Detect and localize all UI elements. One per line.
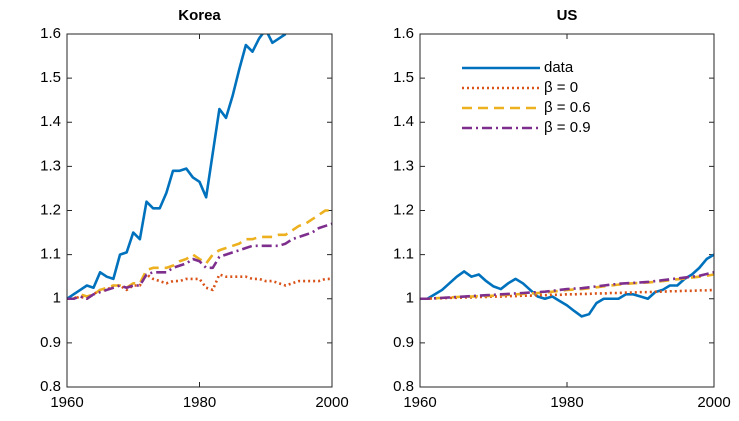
y-tick-label: 1.6 [40, 25, 61, 42]
y-tick-label: 1 [53, 290, 61, 307]
series-line [67, 209, 332, 301]
y-tick-label: 1.1 [40, 246, 61, 263]
plot-area [67, 34, 332, 387]
x-tick-label: 2000 [697, 394, 730, 411]
x-tick-label: 1980 [550, 394, 583, 411]
axes-box [419, 33, 715, 388]
legend-label: data [544, 59, 574, 76]
y-tick-label: 0.9 [40, 334, 61, 351]
series-line [420, 288, 714, 301]
panel: Korea 0.8 0.9 1 1.1 1.2 1.3 1.4 1.5 1.6 1960 1980 20… [40, 7, 349, 411]
series-line [67, 34, 287, 300]
legend-label: β = 0.9 [544, 119, 591, 136]
y-tick-label: 1.1 [393, 246, 414, 263]
y-tick-label: 1.6 [393, 25, 414, 42]
series-line [420, 271, 714, 301]
y-tick-label: 1.4 [40, 113, 61, 130]
y-tick-label: 0.9 [393, 334, 414, 351]
y-tick-label: 1.3 [393, 157, 414, 174]
y-tick-label: 1.5 [393, 69, 414, 86]
lines [420, 253, 714, 318]
legend-label: β = 0.6 [544, 99, 591, 116]
chart-title: US [557, 7, 578, 24]
panel: US 0.8 0.9 1 1.1 1.2 1.3 1.4 1.5 1.6 1960 1980 2000 d… [393, 7, 731, 411]
series-line [420, 253, 714, 318]
y-tick-label: 1.2 [393, 201, 414, 218]
y-tick-label: 1.3 [40, 157, 61, 174]
axes-box [66, 33, 333, 388]
lines [67, 34, 332, 301]
x-tick-label: 1960 [50, 394, 83, 411]
x-tick-label: 1980 [183, 394, 216, 411]
plot-area [420, 34, 714, 387]
chart-title: Korea [178, 7, 221, 24]
y-tick-label: 1.2 [40, 201, 61, 218]
x-tick-label: 2000 [315, 394, 348, 411]
legend-label: β = 0 [544, 79, 578, 96]
series-line [67, 222, 332, 301]
y-tick-label: 1 [406, 290, 414, 307]
y-tick-label: 1.4 [393, 113, 414, 130]
x-tick-label: 1960 [403, 394, 436, 411]
y-tick-label: 0.8 [393, 378, 414, 395]
y-tick-label: 1.5 [40, 69, 61, 86]
y-tick-label: 0.8 [40, 378, 61, 395]
